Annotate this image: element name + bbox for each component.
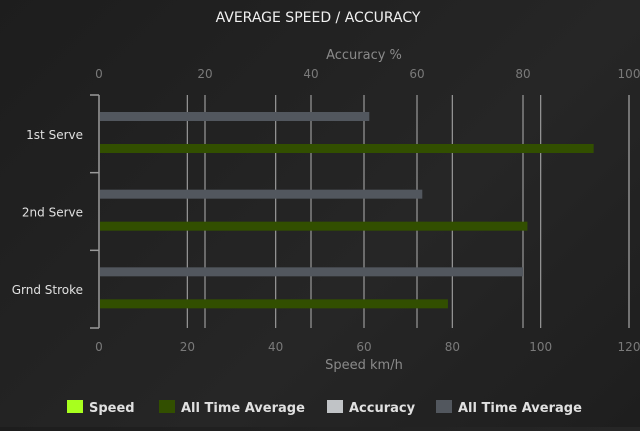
category-label: 2nd Serve [22,206,83,220]
legend-label: Accuracy [349,401,416,416]
bar-accuracy-average [100,267,523,277]
bar-speed-average [100,144,594,153]
top-tick-label: 20 [197,67,212,81]
bottom-tick-label: 80 [445,340,460,354]
legend-label: All Time Average [181,401,305,416]
top-tick-label: 40 [303,67,318,81]
legend-label: All Time Average [458,401,582,416]
bottom-tick-label: 20 [180,340,195,354]
bar-speed-average [100,299,448,309]
legend-label: Speed [89,401,135,416]
legend-swatch [67,400,83,413]
bottom-axis-label: Speed km/h [325,358,403,373]
category-label: Grnd Stroke [12,283,83,297]
bar-accuracy-average [100,189,423,199]
top-tick-label: 60 [409,67,424,81]
legend-swatch [436,400,452,413]
bottom-tick-label: 0 [95,340,103,354]
top-tick-label: 80 [515,67,530,81]
bar-speed-average [100,221,528,231]
bottom-tick-label: 40 [268,340,283,354]
legend-swatch [327,400,343,413]
bottom-tick-label: 120 [618,340,640,354]
chart-title: AVERAGE SPEED / ACCURACY [216,10,421,26]
bar-accuracy-average [100,112,370,121]
legend-swatch [159,400,175,413]
category-label: 1st Serve [26,128,83,142]
top-tick-label: 0 [95,67,103,81]
bottom-tick-label: 100 [529,340,552,354]
bottom-tick-label: 60 [356,340,371,354]
top-tick-label: 100 [618,67,640,81]
top-axis-label: Accuracy % [326,48,402,63]
